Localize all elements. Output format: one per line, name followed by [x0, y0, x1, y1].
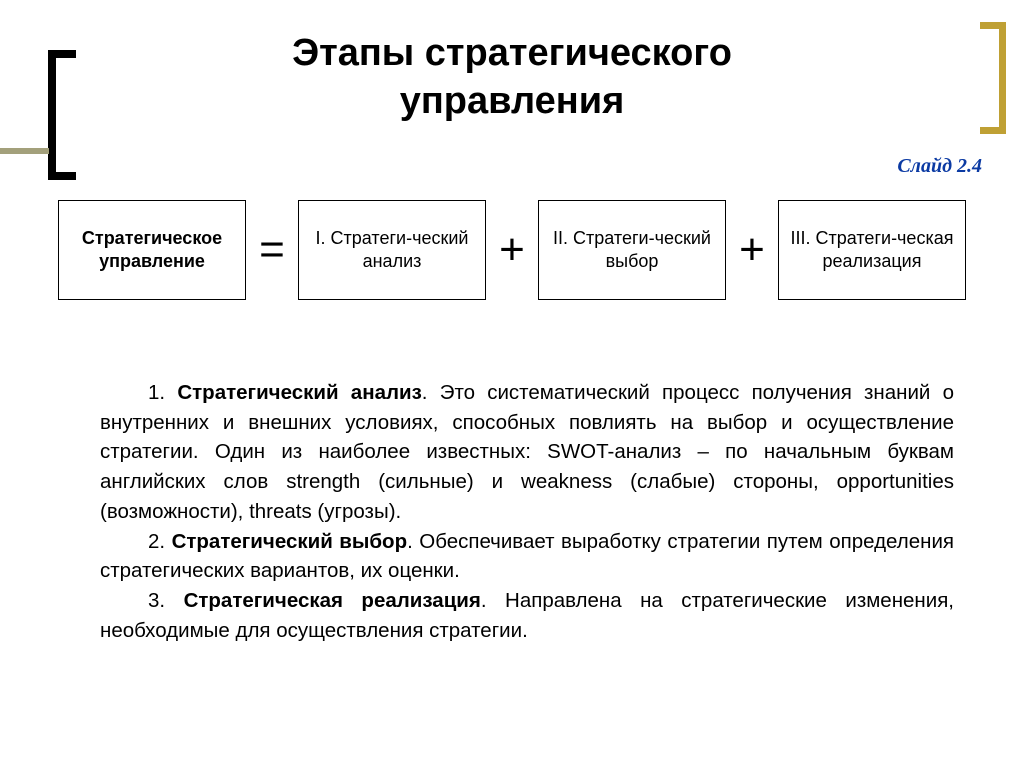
p2-bold: Стратегический выбор: [172, 530, 408, 553]
paragraph-3: 3. Стратегическая реализация. Направлена…: [100, 586, 954, 645]
box-term-1: I. Стратеги-ческий анализ: [298, 200, 486, 300]
plus-sign-2: +: [732, 228, 772, 272]
slide-number-label: Слайд 2.4: [897, 155, 982, 178]
p1-bold: Стратегический анализ: [177, 381, 421, 404]
equation-diagram: Стратегическое управление = I. Стратеги-…: [0, 200, 1024, 300]
paragraph-2: 2. Стратегический выбор. Обеспечивает вы…: [100, 527, 954, 586]
plus-sign-1: +: [492, 228, 532, 272]
slide-title: Этапы стратегического управления: [0, 30, 1024, 125]
paragraph-1: 1. Стратегический анализ. Это систематич…: [100, 378, 954, 527]
p1-num: 1.: [148, 381, 177, 404]
header: Этапы стратегического управления Слайд 2…: [0, 0, 1024, 165]
box-lhs: Стратегическое управление: [58, 200, 246, 300]
p3-bold: Стратегическая реализация: [184, 589, 481, 612]
box-term-3: III. Стратеги-ческая реализация: [778, 200, 966, 300]
p3-num: 3.: [148, 589, 184, 612]
divider-line: [0, 148, 49, 154]
equals-sign: =: [252, 228, 292, 272]
box-term-2: II. Стратеги-ческий выбор: [538, 200, 726, 300]
title-line-2: управления: [400, 80, 625, 122]
p2-num: 2.: [148, 530, 172, 553]
title-line-1: Этапы стратегического: [292, 32, 732, 74]
body-text: 1. Стратегический анализ. Это систематич…: [100, 378, 954, 645]
